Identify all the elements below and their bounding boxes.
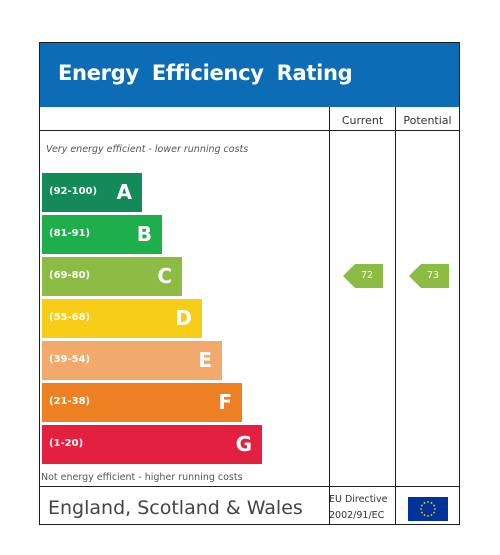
rating-band-letter: F [218, 390, 232, 414]
rating-band-g: (1-20) G [42, 425, 262, 464]
current-rating-value: 72 [360, 270, 374, 281]
eu-star [427, 515, 429, 517]
rating-band-letter: C [157, 264, 172, 288]
rating-band-letter: G [235, 432, 252, 456]
footer-divider [40, 486, 459, 487]
eu-flag-icon [408, 497, 448, 521]
eu-star [433, 504, 435, 507]
current-column-header: Current [341, 114, 384, 127]
rating-band-range: (69-80) [49, 270, 91, 281]
rating-band-letter: D [175, 306, 192, 330]
rating-band-f: (21-38) F [42, 383, 242, 422]
bottom-note: Not energy efficient - higher running co… [41, 472, 243, 483]
rating-band-letter: B [136, 222, 152, 246]
rating-band-letter: E [198, 348, 212, 372]
eu-directive-line1: EU Directive [329, 494, 388, 505]
eu-star [423, 502, 426, 504]
rating-band-c: (69-80) C [42, 257, 182, 296]
rating-band-a: (92-100) A [42, 173, 142, 212]
eu-star [420, 508, 422, 510]
rating-band-range: (92-100) [49, 186, 98, 197]
eu-star [423, 514, 426, 516]
eu-star [434, 508, 436, 510]
eu-star [421, 504, 423, 507]
eu-star [421, 511, 423, 514]
eu-directive: EU Directive 2002/91/EC [329, 492, 388, 524]
eu-star [430, 502, 433, 504]
rating-band-e: (39-54) E [42, 341, 222, 380]
rating-band-letter: A [116, 180, 132, 204]
eu-star [427, 501, 429, 503]
eu-star [433, 511, 435, 514]
rating-band-range: (39-54) [49, 354, 91, 365]
arrow-shape-current [343, 264, 383, 288]
flag-divider [395, 486, 396, 524]
epc-chart-frame [39, 42, 460, 525]
potential-column-header: Potential [403, 114, 452, 127]
potential-column-divider [395, 107, 396, 486]
rating-band-d: (55-68) D [42, 299, 202, 338]
rating-band-b: (81-91) B [42, 215, 162, 254]
eu-stars [420, 501, 436, 517]
rating-band-range: (55-68) [49, 312, 91, 323]
rating-band-range: (1-20) [49, 438, 84, 449]
current-rating-arrow: 72 [343, 264, 383, 288]
rating-band-range: (81-91) [49, 228, 91, 239]
top-note: Very energy efficient - lower running co… [46, 144, 249, 155]
header-divider [40, 130, 459, 131]
title-bar: Energy Efficiency Rating [40, 43, 459, 107]
chart-title: Energy Efficiency Rating [58, 61, 353, 85]
eu-directive-line2: 2002/91/EC [329, 510, 385, 521]
eu-star [430, 514, 433, 516]
current-column-divider [329, 107, 330, 524]
potential-rating-value: 73 [426, 270, 440, 281]
arrow-shape-potential [409, 264, 449, 288]
potential-rating-arrow: 73 [409, 264, 449, 288]
footer-country: England, Scotland & Wales [48, 497, 303, 519]
rating-band-range: (21-38) [49, 396, 91, 407]
